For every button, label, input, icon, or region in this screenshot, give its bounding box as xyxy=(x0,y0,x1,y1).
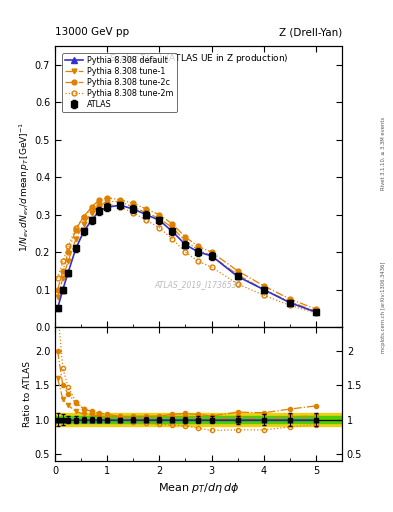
Pythia 8.308 tune-2m xyxy=(73,225,78,231)
Text: mcplots.cern.ch [arXiv:1306.3436]: mcplots.cern.ch [arXiv:1306.3436] xyxy=(381,262,386,353)
Legend: Pythia 8.308 default, Pythia 8.308 tune-1, Pythia 8.308 tune-2c, Pythia 8.308 tu: Pythia 8.308 default, Pythia 8.308 tune-… xyxy=(62,53,176,113)
Pythia 8.308 default xyxy=(157,217,162,223)
Pythia 8.308 tune-2m xyxy=(61,259,65,265)
Pythia 8.308 tune-1 xyxy=(66,259,70,265)
Pythia 8.308 default xyxy=(170,228,175,234)
Pythia 8.308 tune-2c xyxy=(55,287,60,293)
Pythia 8.308 default xyxy=(196,249,201,255)
Pythia 8.308 default xyxy=(287,300,292,306)
Pythia 8.308 tune-2c xyxy=(61,268,65,274)
Pythia 8.308 tune-2c xyxy=(89,204,94,210)
Pythia 8.308 default xyxy=(73,245,78,251)
Pythia 8.308 tune-1 xyxy=(144,210,149,216)
Text: Z (Drell-Yan): Z (Drell-Yan) xyxy=(279,27,342,37)
Pythia 8.308 tune-2m xyxy=(144,217,149,223)
X-axis label: Mean $p_T/d\eta\,d\phi$: Mean $p_T/d\eta\,d\phi$ xyxy=(158,481,239,495)
Pythia 8.308 default xyxy=(144,211,149,218)
Pythia 8.308 tune-1 xyxy=(118,199,123,205)
Pythia 8.308 default xyxy=(55,305,60,311)
Pythia 8.308 tune-1 xyxy=(157,216,162,222)
Line: Pythia 8.308 default: Pythia 8.308 default xyxy=(55,203,319,315)
Pythia 8.308 tune-2m xyxy=(105,200,110,206)
Pythia 8.308 tune-2m xyxy=(118,204,123,210)
Pythia 8.308 tune-1 xyxy=(287,298,292,305)
Pythia 8.308 default xyxy=(66,270,70,276)
Pythia 8.308 tune-2m xyxy=(183,249,188,255)
Pythia 8.308 tune-2c xyxy=(144,206,149,212)
Pythia 8.308 tune-2c xyxy=(131,200,136,206)
Pythia 8.308 tune-2c xyxy=(105,195,110,201)
Pythia 8.308 default xyxy=(183,242,188,248)
Text: Rivet 3.1.10, ≥ 3.3M events: Rivet 3.1.10, ≥ 3.3M events xyxy=(381,117,386,190)
Pythia 8.308 tune-1 xyxy=(131,204,136,210)
Pythia 8.308 tune-1 xyxy=(81,221,86,227)
Pythia 8.308 tune-2c xyxy=(118,197,123,203)
Pythia 8.308 tune-2m xyxy=(55,275,60,282)
Pythia 8.308 tune-1 xyxy=(196,247,201,253)
Pythia 8.308 tune-2c xyxy=(157,211,162,218)
Pythia 8.308 tune-2m xyxy=(157,225,162,231)
Pythia 8.308 tune-2m xyxy=(235,281,240,287)
Pythia 8.308 tune-2m xyxy=(287,302,292,308)
Pythia 8.308 tune-1 xyxy=(55,294,60,300)
Pythia 8.308 tune-2c xyxy=(209,249,214,255)
Y-axis label: $1/N_{ev}\,dN_{ev}/d\,\mathrm{mean}\,p_T\,[\mathrm{GeV}]^{-1}$: $1/N_{ev}\,dN_{ev}/d\,\mathrm{mean}\,p_T… xyxy=(18,121,32,251)
Line: Pythia 8.308 tune-1: Pythia 8.308 tune-1 xyxy=(55,199,318,314)
Text: Scalar $\Sigma(p_T)$ (ATLAS UE in Z production): Scalar $\Sigma(p_T)$ (ATLAS UE in Z prod… xyxy=(109,52,288,65)
Pythia 8.308 tune-1 xyxy=(105,199,110,205)
Pythia 8.308 default xyxy=(314,309,318,315)
Pythia 8.308 tune-2m xyxy=(81,214,86,220)
Pythia 8.308 tune-1 xyxy=(261,287,266,293)
Pythia 8.308 tune-2m xyxy=(66,243,70,249)
Pythia 8.308 tune-2c xyxy=(196,243,201,249)
Pythia 8.308 tune-2c xyxy=(287,296,292,302)
Pythia 8.308 tune-2m xyxy=(314,310,318,316)
Text: ATLAS_2019_I1736531: ATLAS_2019_I1736531 xyxy=(155,281,242,289)
Pythia 8.308 default xyxy=(89,217,94,223)
Text: 13000 GeV pp: 13000 GeV pp xyxy=(55,27,129,37)
Pythia 8.308 default xyxy=(261,287,266,293)
Pythia 8.308 tune-2c xyxy=(314,306,318,312)
Pythia 8.308 default xyxy=(209,253,214,259)
Pythia 8.308 tune-2m xyxy=(97,202,102,208)
Pythia 8.308 default xyxy=(105,204,110,210)
Pythia 8.308 tune-1 xyxy=(61,275,65,282)
Pythia 8.308 tune-1 xyxy=(89,210,94,216)
Pythia 8.308 default xyxy=(61,287,65,293)
Pythia 8.308 tune-2c xyxy=(170,221,175,227)
Pythia 8.308 default xyxy=(235,273,240,280)
Pythia 8.308 tune-2m xyxy=(261,292,266,298)
Pythia 8.308 tune-2c xyxy=(66,249,70,255)
Pythia 8.308 tune-1 xyxy=(73,236,78,242)
Pythia 8.308 tune-1 xyxy=(235,271,240,278)
Pythia 8.308 default xyxy=(97,208,102,214)
Pythia 8.308 tune-2c xyxy=(97,197,102,203)
Pythia 8.308 default xyxy=(81,228,86,234)
Pythia 8.308 tune-2m xyxy=(170,236,175,242)
Pythia 8.308 default xyxy=(131,206,136,212)
Pythia 8.308 tune-2m xyxy=(89,206,94,212)
Line: Pythia 8.308 tune-2c: Pythia 8.308 tune-2c xyxy=(55,196,318,311)
Pythia 8.308 tune-1 xyxy=(314,308,318,314)
Pythia 8.308 tune-2m xyxy=(196,259,201,265)
Pythia 8.308 tune-2c xyxy=(73,226,78,232)
Pythia 8.308 tune-1 xyxy=(97,202,102,208)
Pythia 8.308 tune-2m xyxy=(209,264,214,270)
Pythia 8.308 default xyxy=(118,202,123,208)
Pythia 8.308 tune-1 xyxy=(183,238,188,244)
Line: Pythia 8.308 tune-2m: Pythia 8.308 tune-2m xyxy=(55,201,318,315)
Pythia 8.308 tune-2c xyxy=(261,283,266,289)
Pythia 8.308 tune-2m xyxy=(131,210,136,216)
Pythia 8.308 tune-2c xyxy=(235,268,240,274)
Pythia 8.308 tune-1 xyxy=(170,225,175,231)
Pythia 8.308 tune-2c xyxy=(81,214,86,220)
Pythia 8.308 tune-2c xyxy=(183,234,188,240)
Pythia 8.308 tune-1 xyxy=(209,253,214,259)
Y-axis label: Ratio to ATLAS: Ratio to ATLAS xyxy=(23,361,32,427)
